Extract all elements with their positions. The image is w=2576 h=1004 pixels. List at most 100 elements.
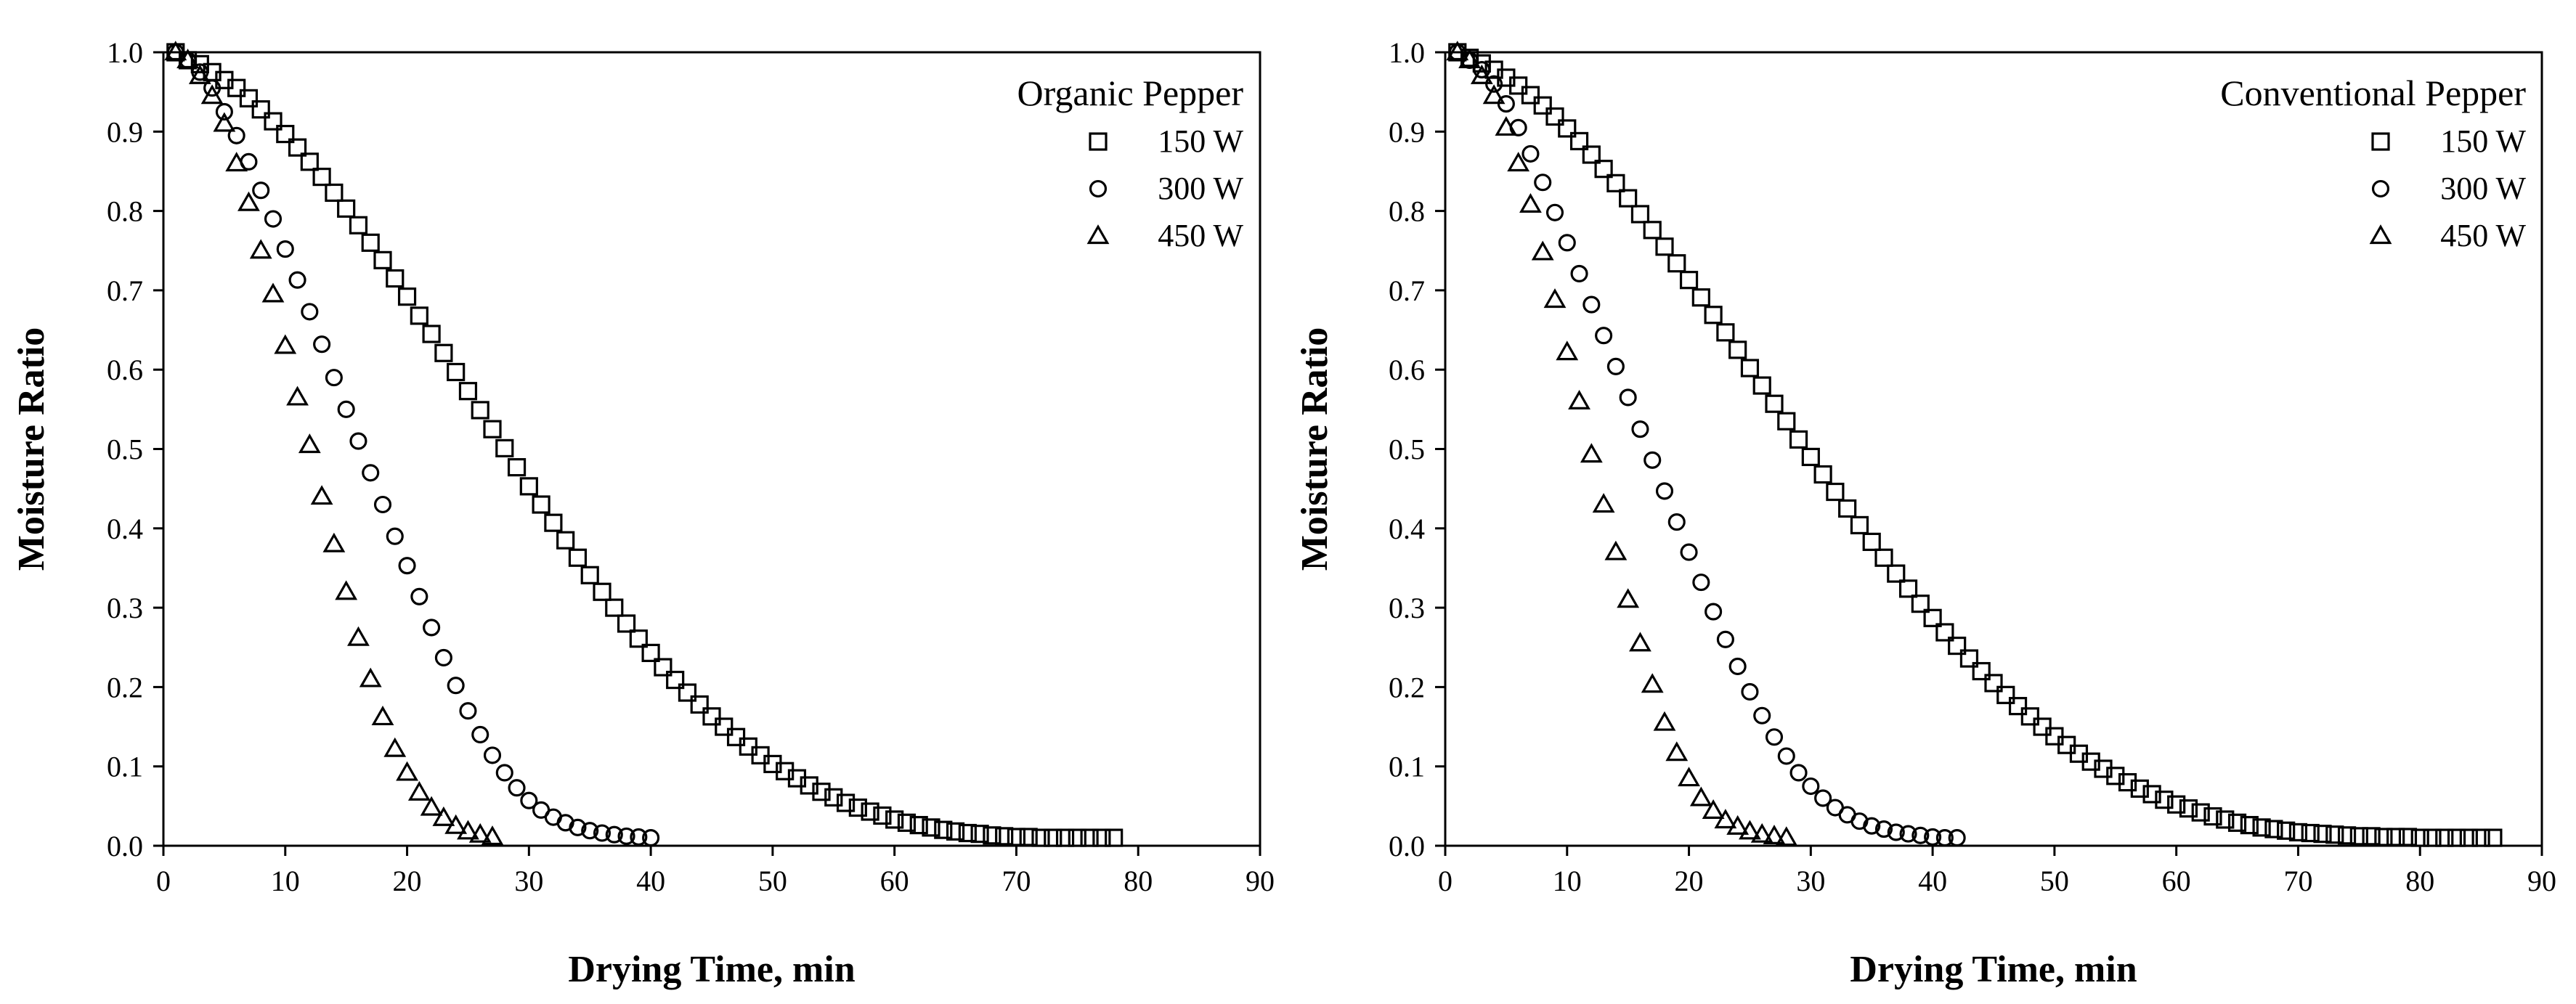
data-point [2118, 772, 2137, 792]
data-point [1531, 240, 1554, 261]
data-point [1458, 49, 1481, 69]
series-150w [166, 43, 1124, 847]
data-point [1789, 764, 1808, 782]
data-point [1911, 595, 1930, 613]
data-point [191, 63, 209, 81]
data-point [251, 100, 270, 119]
x-tick-label: 90 [2527, 865, 2556, 897]
data-point [1689, 786, 1712, 807]
data-point [1924, 828, 1942, 846]
data-point [1714, 809, 1737, 829]
data-point [2020, 707, 2039, 726]
data-point [519, 477, 538, 496]
data-point [922, 818, 940, 837]
data-point [2398, 828, 2418, 846]
data-point [1558, 119, 1577, 138]
data-point [1629, 632, 1651, 652]
data-point [1569, 131, 1589, 151]
data-point [1055, 828, 1075, 847]
data-point [286, 385, 309, 406]
data-point [983, 826, 1001, 845]
data-point [2264, 820, 2283, 838]
data-point [1655, 237, 1674, 256]
data-point [1031, 828, 1050, 847]
data-point [1716, 630, 1734, 648]
data-point [630, 828, 648, 846]
data-point [2386, 828, 2405, 846]
data-point [1606, 357, 1625, 375]
data-point [1752, 376, 1771, 395]
data-point [1545, 203, 1564, 221]
legend-title: Conventional Pepper [2220, 73, 2526, 113]
data-point [1105, 828, 1124, 847]
data-point [264, 210, 283, 228]
y-tick-label: 0.8 [1389, 195, 1425, 228]
legend-label: 300 W [2440, 171, 2526, 206]
data-point [362, 464, 380, 482]
data-point [1595, 327, 1613, 345]
data-point [227, 126, 245, 144]
x-tick-label: 40 [636, 865, 665, 897]
data-point [1643, 221, 1662, 240]
plot-frame [162, 51, 1261, 847]
data-point [2130, 779, 2149, 798]
legend-marker-triangle [1086, 224, 1110, 245]
data-point [423, 619, 441, 637]
data-point [556, 531, 575, 550]
data-point [1765, 728, 1784, 746]
data-point [347, 626, 370, 646]
y-tick-label: 0.4 [107, 513, 143, 545]
data-point [1534, 174, 1552, 192]
data-point [946, 822, 965, 841]
data-point [468, 823, 492, 843]
data-point [176, 49, 199, 69]
data-point [1702, 799, 1725, 819]
data-point [1472, 54, 1491, 73]
data-point [1898, 579, 1918, 598]
data-point [726, 727, 746, 746]
data-point [1802, 777, 1820, 796]
data-point [2008, 697, 2028, 716]
data-point [2459, 828, 2478, 847]
data-point [213, 112, 236, 132]
legend-label: 150 W [2440, 123, 2526, 159]
data-point [1533, 96, 1552, 115]
data-point [1556, 340, 1579, 361]
plot-frame [1444, 51, 2543, 847]
data-point [2191, 803, 2210, 822]
data-point [373, 495, 392, 514]
data-point [200, 84, 224, 105]
data-point [2106, 767, 2125, 785]
data-point [1935, 623, 1954, 642]
data-point [1568, 390, 1590, 410]
data-point [1594, 160, 1613, 179]
data-point [1470, 64, 1493, 84]
x-tick-label: 50 [2040, 865, 2069, 897]
data-point [605, 825, 623, 844]
y-tick-label: 0.6 [1389, 354, 1425, 386]
data-point [568, 548, 588, 567]
y-tick-label: 0.2 [1389, 671, 1425, 703]
data-point [301, 303, 319, 321]
data-point [1631, 420, 1649, 438]
data-point [459, 702, 477, 720]
series-300w [1448, 43, 1966, 847]
data-point [276, 124, 295, 144]
data-point [1678, 767, 1700, 787]
y-tick-label: 0.1 [1389, 751, 1425, 783]
y-tick-label: 1.0 [1389, 36, 1425, 69]
data-point [1068, 828, 1086, 847]
data-point [1739, 820, 1761, 840]
y-tick-label: 0.9 [107, 115, 143, 148]
data-point [970, 825, 989, 844]
data-point [310, 485, 333, 505]
data-point [398, 557, 416, 575]
data-point [1446, 41, 1469, 61]
legend: Conventional Pepper 150 W 300 W 450 W [2220, 73, 2526, 253]
data-point [1606, 174, 1625, 192]
x-tick-label: 10 [1553, 865, 1582, 897]
data-point [1604, 540, 1628, 560]
y-tick-label: 0.1 [107, 751, 143, 783]
data-point [690, 695, 709, 714]
y-tick-label: 0.6 [107, 354, 143, 386]
